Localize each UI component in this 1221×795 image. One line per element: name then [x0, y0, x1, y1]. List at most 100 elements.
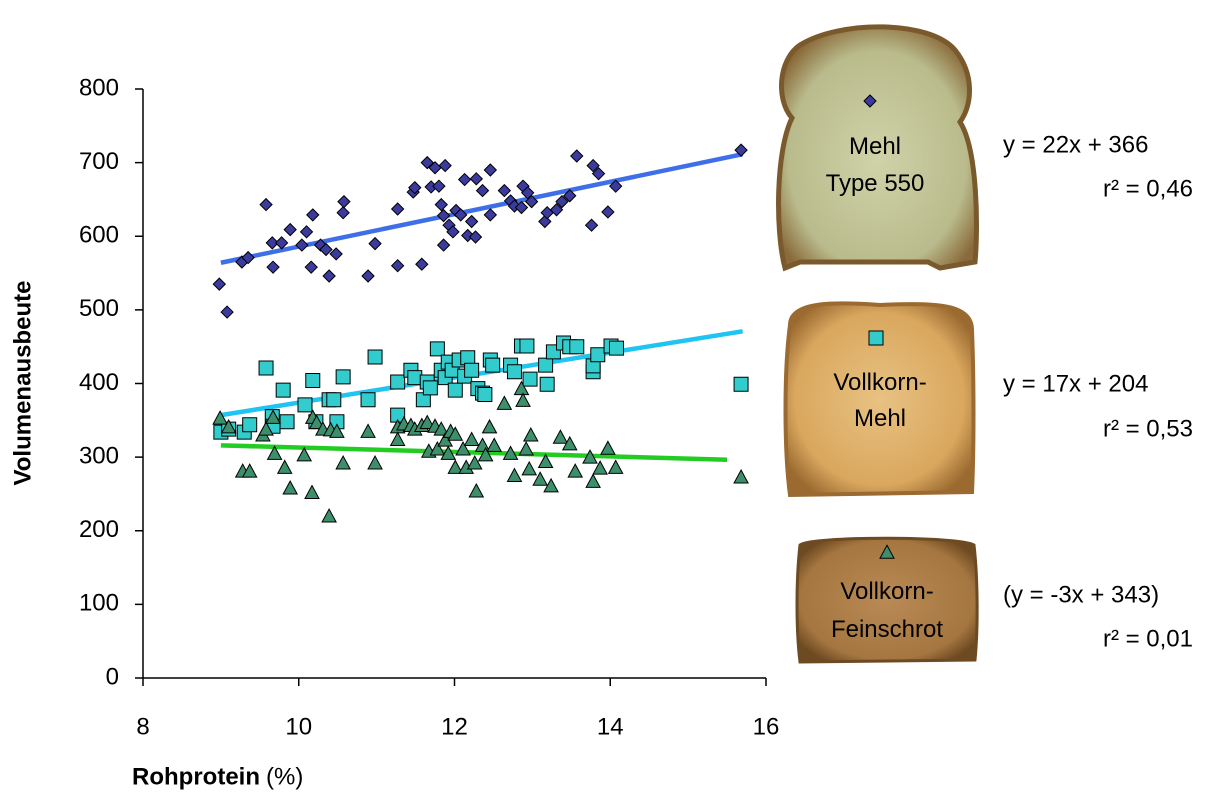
legend-label: Vollkorn-Mehl: [833, 369, 926, 432]
x-axis-label: Rohprotein: [132, 763, 260, 790]
data-point: [477, 446, 494, 462]
data-point: [591, 166, 606, 181]
data-point: [460, 350, 476, 366]
data-point: [283, 222, 297, 237]
data-point: [539, 376, 555, 392]
data-point: [549, 203, 564, 217]
data-point: [389, 431, 406, 446]
data-point: [335, 369, 351, 385]
data-point: [601, 205, 615, 219]
data-point: [477, 387, 493, 403]
data-point: [475, 183, 490, 198]
data-point: [466, 454, 483, 470]
data-point: [481, 418, 498, 434]
data-point: [524, 194, 539, 209]
data-point: [321, 508, 337, 523]
data-point: [447, 382, 463, 398]
data-point: [241, 250, 255, 265]
data-point: [483, 163, 498, 177]
data-point: [561, 435, 578, 451]
data-point: [543, 477, 559, 493]
data-point: [592, 460, 608, 475]
data-point: [276, 459, 293, 474]
x-tick-label: 14: [597, 713, 624, 740]
data-point: [519, 338, 535, 354]
data-point: [514, 200, 529, 215]
data-point: [502, 445, 519, 460]
y-tick-label: 200: [79, 516, 119, 543]
bread-image: [776, 24, 979, 272]
data-point: [360, 423, 376, 438]
data-point: [367, 349, 383, 365]
data-point: [485, 357, 501, 373]
data-point: [496, 395, 513, 410]
data-point: [220, 305, 234, 319]
data-point: [265, 236, 279, 250]
data-point: [429, 341, 445, 357]
data-point: [522, 427, 539, 442]
data-point: [464, 362, 480, 378]
data-point: [455, 441, 471, 456]
y-tick-label: 100: [79, 590, 119, 617]
data-point: [468, 482, 485, 498]
data-point: [220, 418, 237, 434]
y-tick-label: 700: [79, 148, 119, 175]
data-point: [360, 392, 376, 408]
data-point: [538, 357, 554, 373]
data-point: [447, 459, 464, 474]
bread-image: [795, 536, 979, 664]
y-tick-label: 600: [79, 222, 119, 249]
data-point: [520, 186, 535, 200]
data-point: [447, 426, 464, 441]
data-point: [457, 172, 472, 187]
x-tick-label: 8: [136, 713, 149, 740]
data-point: [438, 158, 452, 173]
data-point: [555, 194, 569, 209]
legend-marker: [868, 330, 884, 346]
data-point: [279, 414, 295, 430]
data-point: [436, 238, 451, 252]
data-point: [304, 260, 318, 274]
trend-r2: r² = 0,01: [1103, 625, 1193, 652]
data-point: [329, 247, 343, 261]
legend-marker: [863, 94, 877, 108]
x-axis-unit: (%): [266, 763, 303, 790]
data-point: [282, 480, 299, 495]
data-point: [436, 208, 451, 223]
legend-marker: [879, 544, 895, 559]
data-point: [361, 269, 375, 283]
data-point: [463, 431, 480, 446]
data-point: [242, 417, 258, 433]
data-point: [275, 382, 291, 398]
data-point: [432, 179, 446, 193]
data-point: [299, 225, 314, 239]
data-point: [486, 437, 503, 452]
data-point: [329, 423, 345, 438]
data-point: [420, 155, 434, 170]
legend-label: Mehl Type 550: [826, 133, 925, 197]
data-point: [390, 258, 405, 273]
trend-equation: y = 17x + 204: [1003, 370, 1148, 397]
data-point: [497, 183, 512, 198]
data-point: [563, 189, 577, 203]
data-point: [506, 364, 522, 380]
trend-equation: (y = -3x + 343): [1003, 581, 1159, 608]
data-point: [422, 380, 438, 396]
data-point: [585, 473, 601, 488]
data-point: [326, 392, 342, 408]
data-point: [461, 228, 475, 243]
bread-image: [783, 301, 976, 498]
data-point: [322, 269, 336, 283]
data-point: [734, 143, 748, 157]
data-point: [567, 463, 584, 478]
data-point: [600, 440, 616, 455]
data-point: [468, 230, 483, 244]
data-point: [319, 242, 333, 257]
x-tick-label: 16: [753, 713, 780, 740]
data-point: [590, 347, 606, 363]
data-point: [297, 397, 313, 413]
trend-line: [220, 443, 728, 462]
data-point: [518, 441, 534, 456]
data-point: [296, 446, 313, 462]
